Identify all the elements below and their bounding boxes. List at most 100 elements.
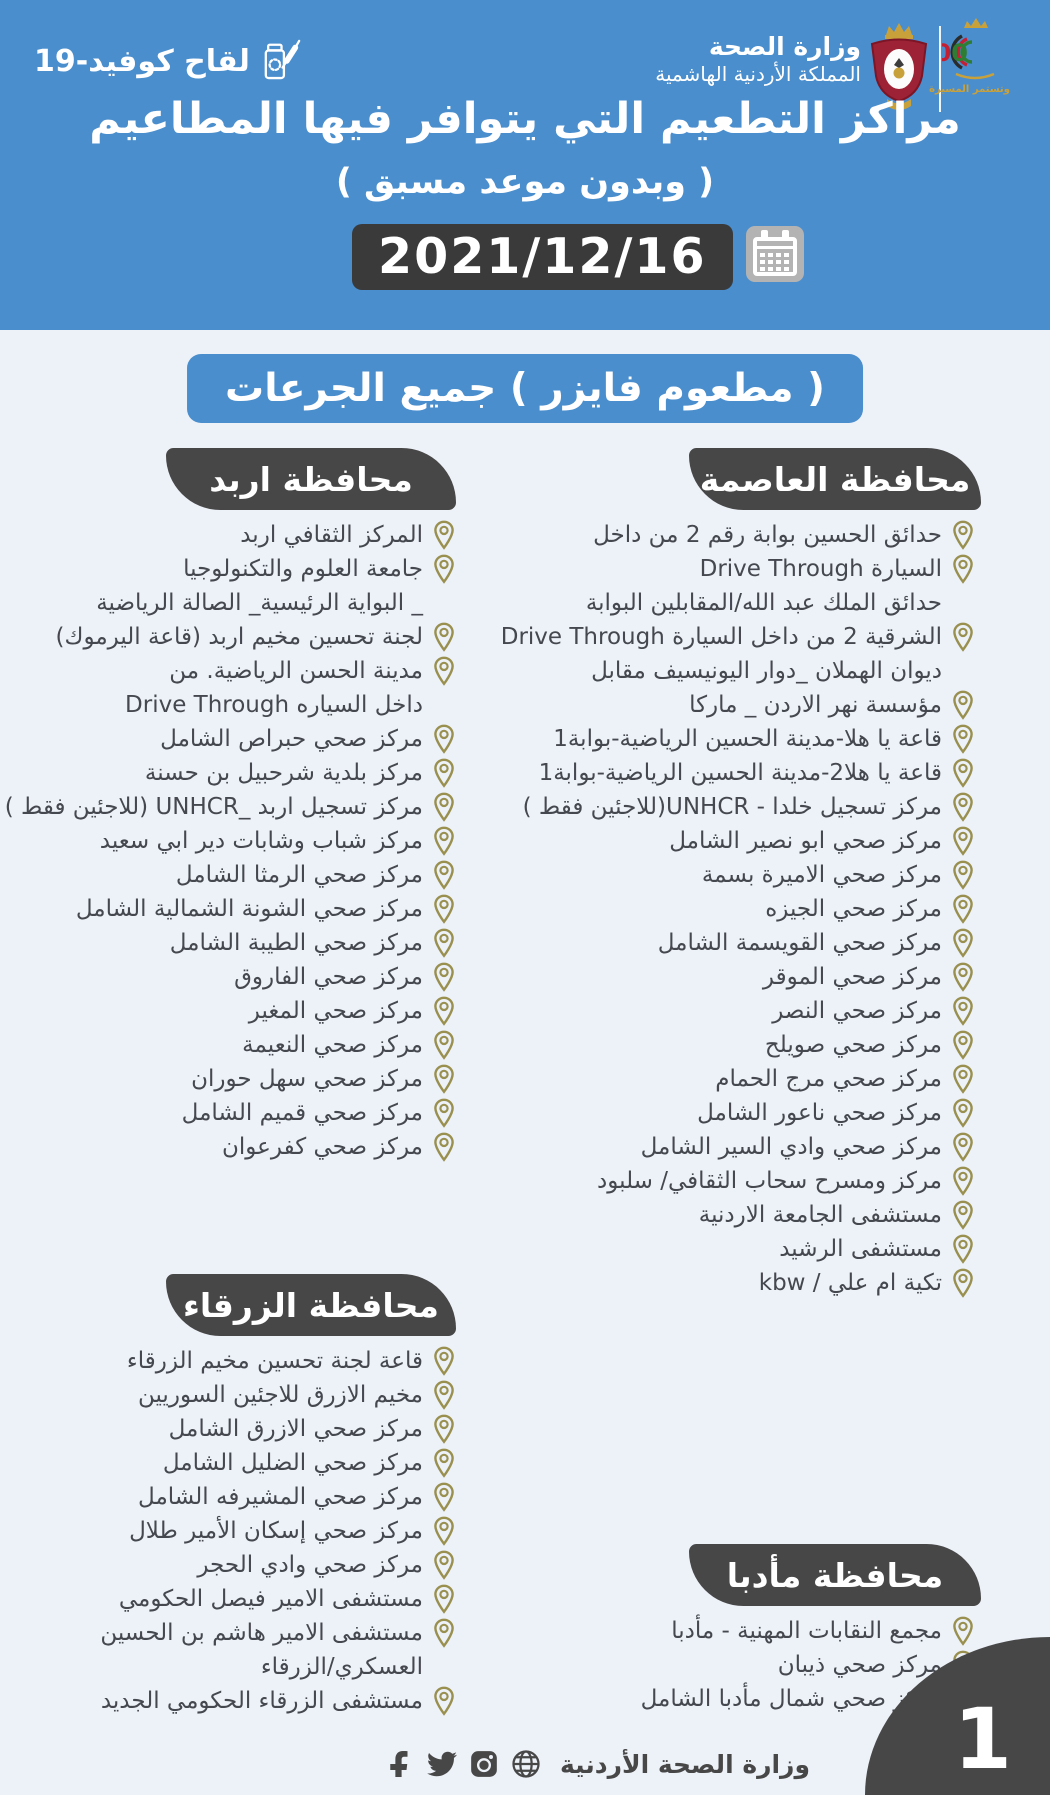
- footer: وزارة الصحة الأردنية: [388, 1749, 810, 1779]
- location-name: داخل السياره Drive Through: [125, 692, 423, 718]
- section-header-irbid: محافظة اربد: [166, 448, 456, 510]
- section-irbid-governorate: محافظة اربد المركز الثقافي اربد جامعة ال…: [5, 448, 456, 1164]
- list-item: مركز صحي حبراص الشامل: [30, 722, 456, 756]
- map-pin-icon: [432, 792, 456, 822]
- location-name: مركز صحي الضليل الشامل: [162, 1450, 423, 1476]
- map-pin-icon: [951, 1030, 975, 1060]
- location-name: مركز صحي إسكان الأمير طلال: [129, 1518, 423, 1544]
- list-item: مدينة الحسن الرياضية. من: [30, 654, 456, 688]
- list-item: مركز صحي الفاروق: [30, 960, 456, 994]
- list-item: مستشفى الامير هاشم بن الحسين: [30, 1616, 456, 1650]
- location-name: قاعة لجنة تحسين مخيم الزرقاء: [126, 1348, 423, 1374]
- location-name: مركز تسجيل اربد _UNHCR (للاجئين فقط ): [4, 794, 423, 820]
- location-name: تكية ام علي / kbw: [758, 1270, 942, 1296]
- map-pin-icon: [432, 1550, 456, 1580]
- list-item: العسكري/الزرقاء: [30, 1650, 456, 1684]
- header-banner: لقاح كوفيد-19 وزارة الصحة المملكة الأردن…: [0, 0, 1050, 330]
- location-list: المركز الثقافي اربد جامعة العلوم والتكنو…: [5, 518, 456, 1164]
- list-item: مركز صحي الجيزه: [515, 892, 975, 926]
- list-item: مركز صحي ابو نصير الشامل: [515, 824, 975, 858]
- list-item: مركز صحي إسكان الأمير طلال: [30, 1514, 456, 1548]
- location-name: مركز صحي النصر: [772, 998, 942, 1024]
- map-pin-icon: [951, 894, 975, 924]
- list-item: مركز صحي النصر: [515, 994, 975, 1028]
- list-item: مركز صحي وادي السير الشامل: [515, 1130, 975, 1164]
- location-name: مركز صحي ذيبان: [777, 1652, 942, 1678]
- list-item: مركز شباب وشابات دير ابي سعيد: [30, 824, 456, 858]
- list-item: حدائق الحسين بوابة رقم 2 من داخل: [515, 518, 975, 552]
- list-item: مركز صحي الاميرة بسمة: [515, 858, 975, 892]
- jordan-coat-of-arms: [866, 20, 932, 118]
- map-pin-icon: [951, 928, 975, 958]
- map-pin-icon: [432, 1346, 456, 1376]
- location-name: مركز صحي المشيرفه الشامل: [138, 1484, 423, 1510]
- location-name: قاعة يا هلا2-مدينة الحسين الرياضية-بوابة…: [538, 760, 942, 786]
- instagram-icon: [470, 1750, 498, 1778]
- date-row: 2021/12/16: [352, 224, 805, 290]
- location-name: مركز صحي شمال مأدبا الشامل: [640, 1686, 942, 1712]
- centennial-tagline: وتستمر المسيرة: [929, 84, 1010, 95]
- section-header-capital: محافظة العاصمة: [689, 448, 981, 510]
- location-list: قاعة لجنة تحسين مخيم الزرقاء مخيم الازرق…: [30, 1344, 456, 1718]
- map-pin-icon: [432, 1064, 456, 1094]
- map-pin-icon: [432, 724, 456, 754]
- list-item: حدائق الملك عبد الله/المقابلين البوابة: [515, 586, 975, 620]
- location-name: مركز صحي النعيمة: [242, 1032, 423, 1058]
- section-zarqa-governorate: محافظة الزرقاء قاعة لجنة تحسين مخيم الزر…: [30, 1274, 456, 1718]
- calendar-icon: [745, 224, 805, 288]
- list-item: مركز صحي المشيرفه الشامل: [30, 1480, 456, 1514]
- list-item: مركز صحي المغير: [30, 994, 456, 1028]
- location-name: مركز صحي كفرعوان: [222, 1134, 423, 1160]
- location-name: مركز صحي الازرق الشامل: [168, 1416, 423, 1442]
- list-item: مستشفى الجامعة الاردنية: [515, 1198, 975, 1232]
- location-name: العسكري/الزرقاء: [260, 1654, 423, 1680]
- centennial-100-logo: 100 وتستمر المسيرة: [918, 16, 1010, 95]
- map-pin-icon: [432, 860, 456, 890]
- twitter-icon: [427, 1749, 457, 1779]
- list-item: مركز صحي الازرق الشامل: [30, 1412, 456, 1446]
- map-pin-icon: [432, 520, 456, 550]
- list-item: مركز ومسرح سحاب الثقافي/ سلبود: [515, 1164, 975, 1198]
- map-pin-icon: [432, 1132, 456, 1162]
- location-name: مركز صحي الجيزه: [765, 896, 942, 922]
- footer-ministry-name: وزارة الصحة الأردنية: [560, 1749, 810, 1779]
- map-pin-icon: [432, 996, 456, 1026]
- map-pin-icon: [432, 894, 456, 924]
- map-pin-icon: [951, 758, 975, 788]
- location-name: المركز الثقافي اربد: [240, 522, 423, 548]
- map-pin-icon: [432, 554, 456, 584]
- list-item: مركز بلدية شرحبيل بن حسنة: [30, 756, 456, 790]
- location-name: مركز صحي الاميرة بسمة: [701, 862, 942, 888]
- list-item: مركز صحي ناعور الشامل: [515, 1096, 975, 1130]
- list-item: مركز صحي مرج الحمام: [515, 1062, 975, 1096]
- vaccine-type-badge: ( مطعوم فايزر ) جميع الجرعات: [187, 354, 863, 423]
- covid-vaccine-label-text: لقاح كوفيد-19: [34, 43, 250, 79]
- list-item: مؤسسة نهر الاردن _ ماركا: [515, 688, 975, 722]
- list-item: قاعة لجنة تحسين مخيم الزرقاء: [30, 1344, 456, 1378]
- list-item: مركز صحي الموقر: [515, 960, 975, 994]
- map-pin-icon: [951, 622, 975, 652]
- map-pin-icon: [951, 962, 975, 992]
- location-name: مركز تسجيل خلدا - UNHCR(للاجئين فقط ): [522, 794, 942, 820]
- list-item: المركز الثقافي اربد: [30, 518, 456, 552]
- list-item: مجمع النقابات المهنية - مأدبا: [515, 1614, 975, 1648]
- map-pin-icon: [432, 1414, 456, 1444]
- list-item: مستشفى الرشيد: [515, 1232, 975, 1266]
- list-item: مركز صحي الطيبة الشامل: [30, 926, 456, 960]
- location-name: مستشفى الرشيد: [779, 1236, 942, 1262]
- location-name: مركز صحي وادي الحجر: [197, 1552, 423, 1578]
- location-name: مركز ومسرح سحاب الثقافي/ سلبود: [597, 1168, 942, 1194]
- map-pin-icon: [951, 996, 975, 1026]
- map-pin-icon: [432, 826, 456, 856]
- map-pin-icon: [951, 1064, 975, 1094]
- ministry-name: وزارة الصحة: [708, 32, 861, 61]
- location-name: مجمع النقابات المهنية - مأدبا: [671, 1618, 942, 1644]
- section-header-madaba: محافظة مأدبا: [689, 1544, 981, 1606]
- map-pin-icon: [432, 622, 456, 652]
- map-pin-icon: [432, 928, 456, 958]
- location-name: السيارة Drive Through: [699, 556, 942, 582]
- section-capital-governorate: محافظة العاصمة حدائق الحسين بوابة رقم 2 …: [501, 448, 981, 1300]
- map-pin-icon: [951, 1616, 975, 1646]
- location-name: مركز صحي قميم الشامل: [181, 1100, 423, 1126]
- map-pin-icon: [951, 792, 975, 822]
